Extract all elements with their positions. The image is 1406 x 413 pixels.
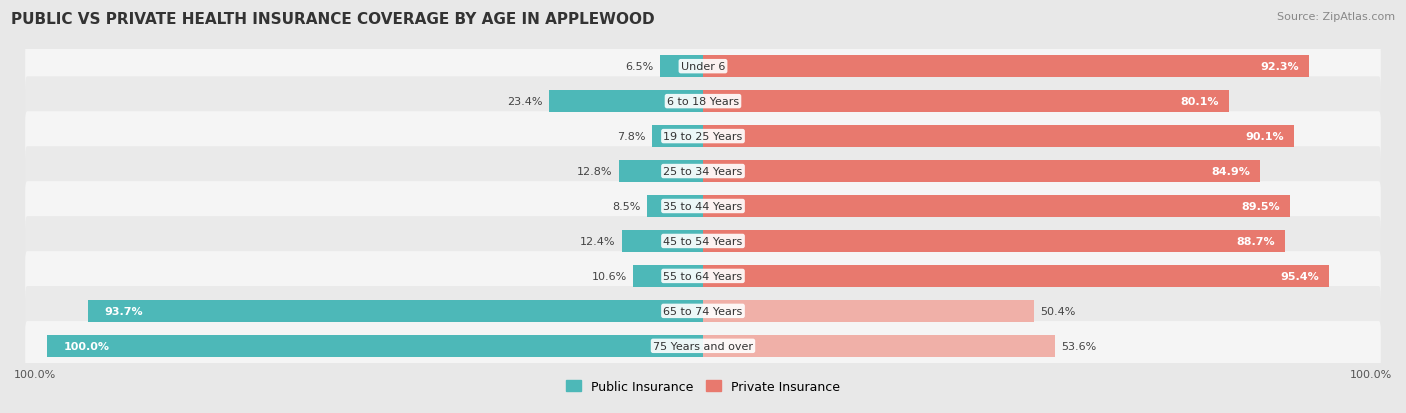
Text: 12.8%: 12.8%	[576, 166, 613, 177]
FancyBboxPatch shape	[25, 286, 1381, 336]
Bar	[703, 300, 1033, 322]
Text: 6 to 18 Years: 6 to 18 Years	[666, 97, 740, 107]
Bar	[703, 126, 1294, 147]
FancyBboxPatch shape	[25, 42, 1381, 92]
Bar	[703, 56, 1309, 78]
Text: Source: ZipAtlas.com: Source: ZipAtlas.com	[1277, 12, 1395, 22]
Text: 95.4%: 95.4%	[1281, 271, 1319, 281]
Bar	[550, 91, 703, 113]
FancyBboxPatch shape	[25, 182, 1381, 231]
Text: 6.5%: 6.5%	[626, 62, 654, 72]
Text: 50.4%: 50.4%	[1040, 306, 1076, 316]
Bar	[652, 126, 703, 147]
Text: 23.4%: 23.4%	[508, 97, 543, 107]
Text: 84.9%: 84.9%	[1212, 166, 1250, 177]
Text: 55 to 64 Years: 55 to 64 Years	[664, 271, 742, 281]
Bar	[703, 230, 1285, 252]
Text: 53.6%: 53.6%	[1062, 341, 1097, 351]
Legend: Public Insurance, Private Insurance: Public Insurance, Private Insurance	[561, 375, 845, 398]
FancyBboxPatch shape	[25, 216, 1381, 266]
Text: 45 to 54 Years: 45 to 54 Years	[664, 236, 742, 247]
Text: 92.3%: 92.3%	[1260, 62, 1299, 72]
Text: 100.0%: 100.0%	[63, 341, 110, 351]
Bar	[661, 56, 703, 78]
Text: 89.5%: 89.5%	[1241, 202, 1281, 211]
FancyBboxPatch shape	[25, 112, 1381, 161]
FancyBboxPatch shape	[25, 252, 1381, 301]
Bar	[647, 196, 703, 217]
Text: 65 to 74 Years: 65 to 74 Years	[664, 306, 742, 316]
FancyBboxPatch shape	[25, 77, 1381, 127]
Bar	[703, 335, 1054, 357]
Text: PUBLIC VS PRIVATE HEALTH INSURANCE COVERAGE BY AGE IN APPLEWOOD: PUBLIC VS PRIVATE HEALTH INSURANCE COVER…	[11, 12, 655, 27]
Text: 35 to 44 Years: 35 to 44 Years	[664, 202, 742, 211]
Text: 12.4%: 12.4%	[579, 236, 614, 247]
Bar	[703, 196, 1291, 217]
FancyBboxPatch shape	[25, 321, 1381, 371]
Text: 90.1%: 90.1%	[1246, 132, 1284, 142]
Text: 88.7%: 88.7%	[1236, 236, 1275, 247]
Bar	[703, 266, 1329, 287]
Text: 80.1%: 80.1%	[1180, 97, 1219, 107]
Bar	[46, 335, 703, 357]
Text: 100.0%: 100.0%	[1350, 369, 1392, 379]
Text: 19 to 25 Years: 19 to 25 Years	[664, 132, 742, 142]
Text: 7.8%: 7.8%	[617, 132, 645, 142]
Bar	[619, 161, 703, 183]
Bar	[89, 300, 703, 322]
Text: 75 Years and over: 75 Years and over	[652, 341, 754, 351]
Bar	[703, 91, 1229, 113]
Text: 25 to 34 Years: 25 to 34 Years	[664, 166, 742, 177]
Bar	[621, 230, 703, 252]
Text: Under 6: Under 6	[681, 62, 725, 72]
Text: 10.6%: 10.6%	[592, 271, 627, 281]
Text: 8.5%: 8.5%	[612, 202, 641, 211]
Text: 100.0%: 100.0%	[14, 369, 56, 379]
FancyBboxPatch shape	[25, 147, 1381, 197]
Bar	[703, 161, 1260, 183]
Bar	[634, 266, 703, 287]
Text: 93.7%: 93.7%	[104, 306, 143, 316]
